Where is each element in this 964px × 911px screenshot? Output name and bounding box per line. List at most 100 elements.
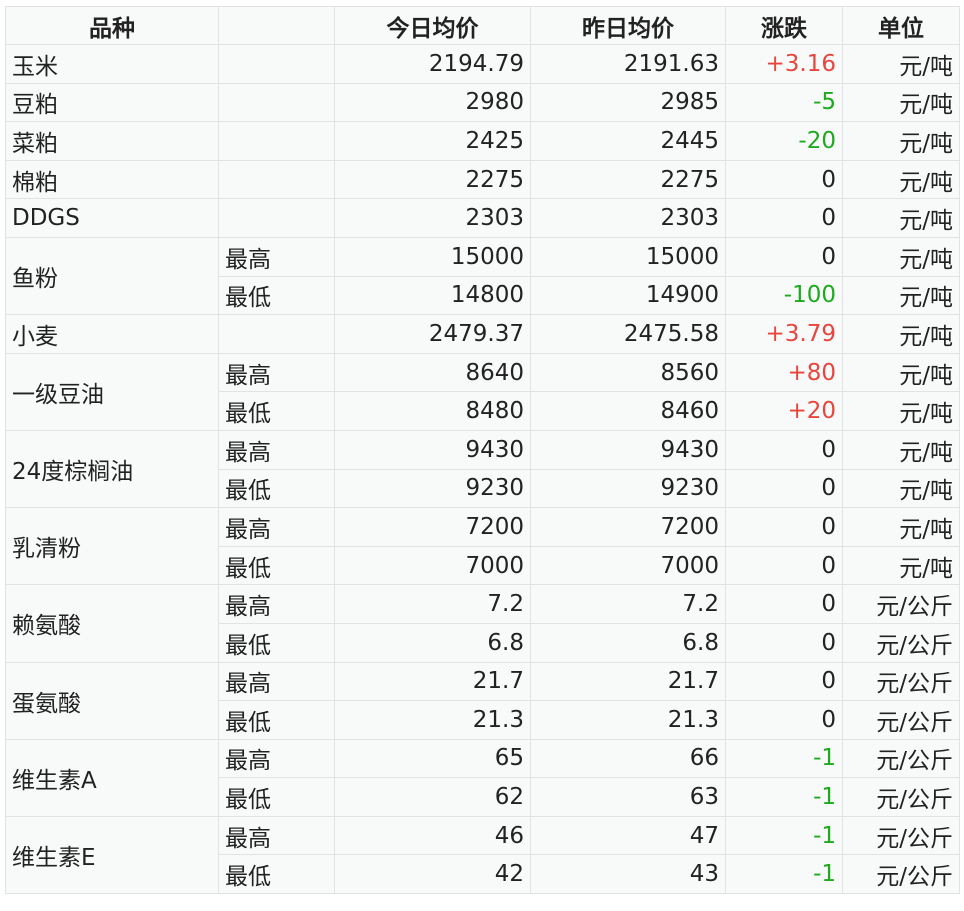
price-type (218, 198, 335, 238)
variety-name: DDGS (5, 198, 219, 238)
price-change: +20 (725, 391, 843, 431)
variety-name: 赖氨酸 (5, 584, 219, 663)
today-price: 21.7 (334, 661, 531, 702)
yesterday-price: 47 (530, 815, 726, 856)
price-change: -5 (725, 82, 843, 123)
price-change: 0 (725, 661, 843, 702)
table-row: 维生素A 最高 65 66 -1 元/公斤 (5, 738, 960, 817)
unit: 元/吨 (842, 391, 960, 431)
unit: 元/吨 (842, 275, 960, 316)
price-type: 最高 (218, 815, 335, 856)
table-row: DDGS 2303 2303 0 元/吨 (5, 198, 960, 238)
yesterday-price: 21.7 (530, 661, 726, 702)
header-yesterday: 昨日均价 (530, 6, 726, 45)
unit: 元/吨 (842, 545, 960, 586)
unit: 元/吨 (842, 352, 960, 393)
yesterday-price: 21.3 (530, 700, 726, 740)
price-type: 最低 (218, 468, 335, 509)
yesterday-price: 15000 (530, 236, 726, 277)
table-row: 菜粕 2425 2445 -20 元/吨 (5, 121, 960, 161)
header-unit: 单位 (842, 6, 960, 45)
price-type (218, 44, 335, 84)
unit: 元/吨 (842, 198, 960, 238)
price-change: 0 (725, 584, 843, 624)
variety-name: 维生素E (5, 815, 219, 895)
yesterday-price: 43 (530, 854, 726, 895)
unit: 元/吨 (842, 121, 960, 161)
price-table: 品种 今日均价 昨日均价 涨跌 单位 玉米 2194.79 2191.63 +3.16… (5, 6, 960, 895)
price-change: 0 (725, 159, 843, 200)
price-type: 最高 (218, 584, 335, 624)
today-price: 2303 (334, 198, 531, 238)
price-change: -1 (725, 815, 843, 856)
header-sub (218, 6, 335, 45)
today-price: 2275 (334, 159, 531, 200)
unit: 元/吨 (842, 507, 960, 547)
price-type: 最低 (218, 622, 335, 663)
unit: 元/公斤 (842, 738, 960, 779)
yesterday-price: 6.8 (530, 622, 726, 663)
today-price: 2980 (334, 82, 531, 123)
price-type (218, 82, 335, 123)
today-price: 7.2 (334, 584, 531, 624)
table-row: 玉米 2194.79 2191.63 +3.16 元/吨 (5, 44, 960, 84)
price-change: -100 (725, 275, 843, 316)
price-change: +3.16 (725, 44, 843, 84)
price-type (218, 314, 335, 354)
unit: 元/吨 (842, 429, 960, 470)
price-change: 0 (725, 198, 843, 238)
unit: 元/吨 (842, 314, 960, 354)
table-row: 棉粕 2275 2275 0 元/吨 (5, 159, 960, 200)
table-row: 豆粕 2980 2985 -5 元/吨 (5, 82, 960, 123)
table-row: 鱼粉 最高 15000 15000 0 元/吨 (5, 236, 960, 316)
price-type: 最高 (218, 429, 335, 470)
yesterday-price: 8560 (530, 352, 726, 393)
header-change: 涨跌 (725, 6, 843, 45)
today-price: 8640 (334, 352, 531, 393)
yesterday-price: 8460 (530, 391, 726, 431)
table-row: 最低 7000 7000 0 元/吨 (6, 545, 960, 586)
today-price: 2425 (334, 121, 531, 161)
table-row: 24度棕榈油 最高 9430 9430 0 元/吨 (5, 429, 960, 509)
today-price: 6.8 (334, 622, 531, 663)
today-price: 9430 (334, 429, 531, 470)
unit: 元/公斤 (842, 777, 960, 817)
variety-name: 鱼粉 (5, 236, 219, 316)
today-price: 7000 (334, 545, 531, 586)
price-type: 最高 (218, 661, 335, 702)
unit: 元/公斤 (842, 661, 960, 702)
price-type: 最高 (218, 738, 335, 779)
unit: 元/公斤 (842, 584, 960, 624)
today-price: 65 (334, 738, 531, 779)
price-change: -1 (725, 738, 843, 779)
price-type: 最低 (218, 545, 335, 586)
table-row: 最低 6.8 6.8 0 元/公斤 (6, 622, 960, 663)
yesterday-price: 7000 (530, 545, 726, 586)
table-row: 最低 9230 9230 0 元/吨 (6, 468, 960, 509)
table-row: 最低 8480 8460 +20 元/吨 (6, 391, 960, 431)
yesterday-price: 7.2 (530, 584, 726, 624)
variety-name: 乳清粉 (5, 507, 219, 586)
today-price: 14800 (334, 275, 531, 316)
price-change: -20 (725, 121, 843, 161)
table-row: 一级豆油 最高 8640 8560 +80 元/吨 (5, 352, 960, 431)
today-price: 46 (334, 815, 531, 856)
unit: 元/吨 (842, 82, 960, 123)
unit: 元/公斤 (842, 622, 960, 663)
price-change: +80 (725, 352, 843, 393)
yesterday-price: 63 (530, 777, 726, 817)
table-row: 小麦 2479.37 2475.58 +3.79 元/吨 (5, 314, 960, 354)
variety-name: 菜粕 (5, 121, 219, 161)
price-change: +3.79 (725, 314, 843, 354)
variety-name: 维生素A (5, 738, 219, 817)
header-variety: 品种 (5, 6, 219, 45)
price-change: -1 (725, 854, 843, 895)
table-row: 蛋氨酸 最高 21.7 21.7 0 元/公斤 (5, 661, 960, 740)
yesterday-price: 2275 (530, 159, 726, 200)
price-change: 0 (725, 468, 843, 509)
yesterday-price: 14900 (530, 275, 726, 316)
price-type: 最低 (218, 700, 335, 740)
price-type: 最低 (218, 777, 335, 817)
yesterday-price: 7200 (530, 507, 726, 547)
price-type: 最低 (218, 391, 335, 431)
